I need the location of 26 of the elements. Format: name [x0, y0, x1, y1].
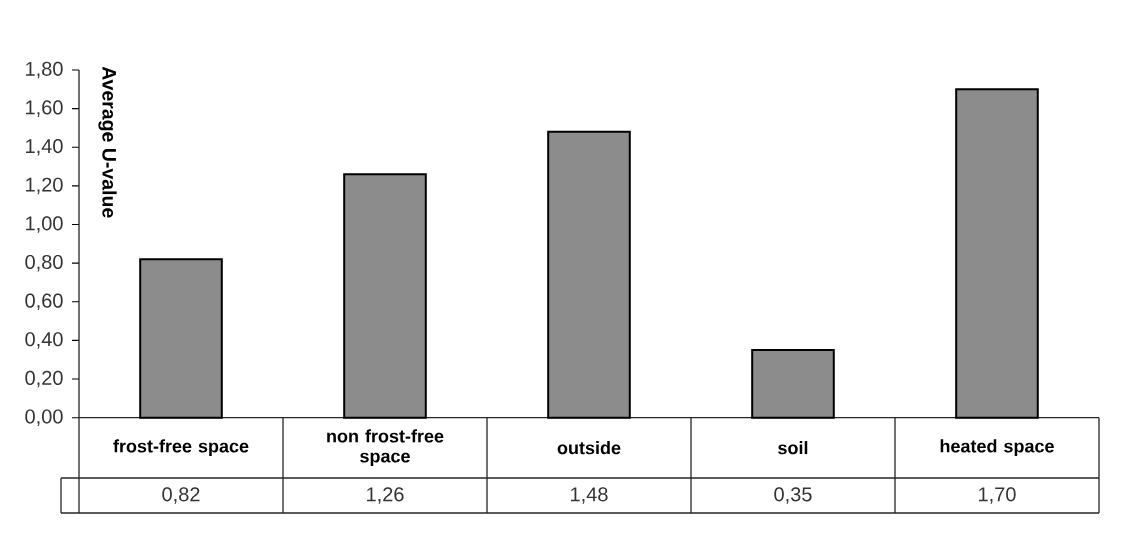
bar — [139, 258, 223, 419]
data-label: 1,48 — [571, 487, 608, 504]
y-tick-label: 0,00 — [25, 409, 63, 426]
bar — [955, 88, 1039, 419]
x-tick-label: outside — [557, 441, 621, 455]
y-tick-label: 1,20 — [26, 177, 63, 195]
data-label: 0,35 — [774, 487, 812, 504]
y-tick-label: 1,80 — [26, 61, 63, 79]
bar — [751, 349, 835, 419]
data-label: 1,70 — [979, 487, 1016, 504]
y-tick-label: 0,60 — [25, 293, 63, 311]
x-tick-label: soil — [778, 441, 808, 455]
bar — [343, 173, 427, 419]
data-label: 1,26 — [367, 487, 404, 504]
y-tick-label: 1,60 — [26, 100, 63, 117]
y-tick-label: 0,40 — [25, 332, 63, 349]
y-tick-label: 0,20 — [25, 370, 63, 388]
x-tick-label: non frost-free space — [327, 429, 444, 467]
bar — [547, 130, 631, 419]
y-axis-title: Average U-value — [98, 66, 117, 218]
data-label: 0,82 — [162, 487, 200, 504]
y-tick-label: 0,80 — [25, 254, 63, 272]
y-tick-label: 1,40 — [26, 139, 63, 156]
y-tick-label: 1,00 — [26, 216, 63, 233]
x-tick-label: frost-free space — [113, 439, 249, 457]
x-tick-label: heated space — [940, 439, 1054, 457]
